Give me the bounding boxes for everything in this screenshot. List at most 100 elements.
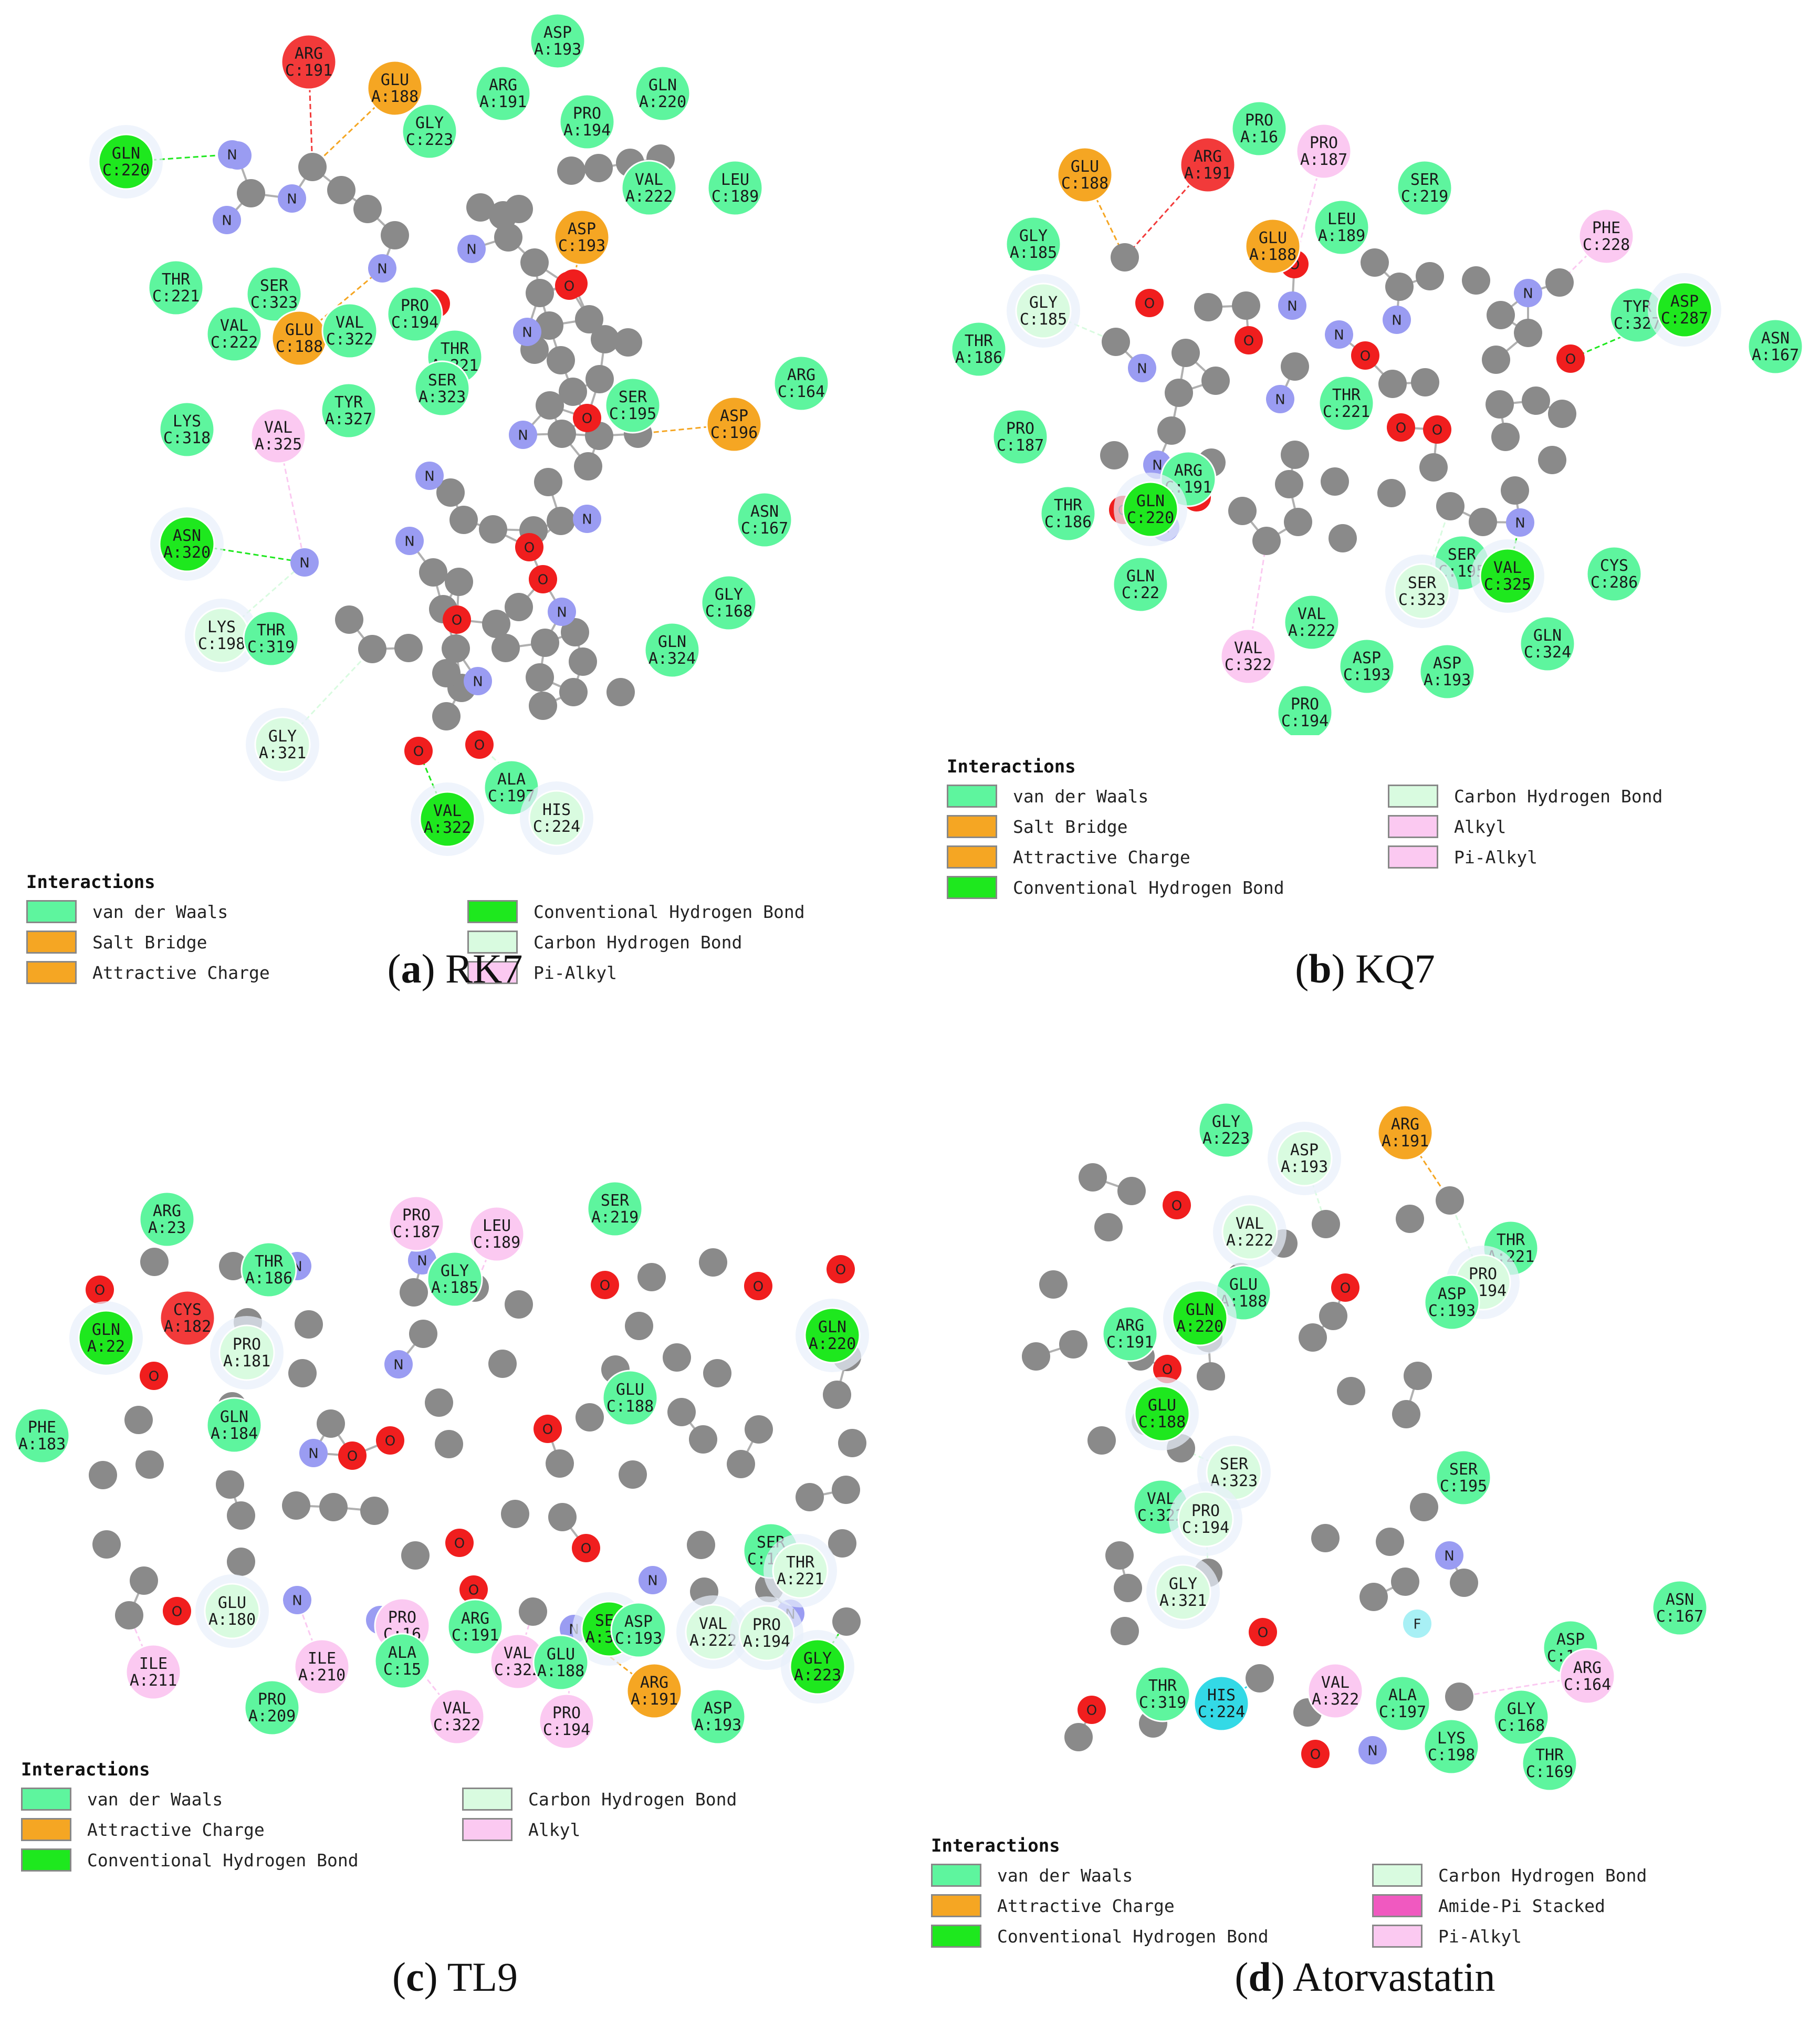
residue-circle [626,1663,683,1719]
oxygen-atom: O [86,1276,114,1304]
carbon-atom [561,618,589,646]
residue-id: A:23 [148,1219,186,1237]
residue-name: GLN [1186,1301,1214,1319]
legend-item: Pi-Alkyl [1372,1925,1740,1948]
residue-name: HIS [1207,1686,1236,1705]
carbon-atom [689,1425,717,1454]
atom-label: O [1162,1362,1173,1378]
carbon-atom [488,1350,517,1378]
legend-swatch [467,931,518,954]
legend-grid: van der Waals Carbon Hydrogen Bond Attract… [21,1788,830,1872]
carbon-atom [559,378,587,406]
residue-name: CYS [1600,557,1628,575]
atom-label: N [424,469,434,485]
residue-name: GLN [1126,567,1155,586]
residue-circle [1338,638,1395,695]
residue-id: A:193 [534,40,581,59]
residue-circle [206,1397,263,1454]
oxygen-atom: O [744,1272,772,1300]
carbon-atom [1359,1583,1388,1611]
atom-label: O [1258,1625,1268,1641]
residue-id: A:189 [1318,227,1365,245]
residue-id: A:182 [164,1318,211,1336]
residue-id: A:322 [424,819,471,837]
panel-kq7: NNNNNNNNNOOOOOOOOOPROA:16ARGA:191PROA:18… [910,0,1820,1014]
carbon-atom [1094,1213,1123,1241]
carbon-atom [1299,1323,1327,1352]
carbon-atom [1165,379,1193,407]
carbon-atom [1232,291,1260,320]
residue-name: LEU [1327,210,1356,228]
legend-title: Interactions [21,1759,150,1780]
carbon-atom [1411,368,1439,396]
carbon-atom [828,1529,856,1558]
residue-name: ARG [295,45,323,63]
residue-circle [559,93,615,150]
residue-id: A:22 [87,1338,125,1356]
atom-label: O [468,1583,479,1598]
carbon-atom [1482,346,1510,374]
residue-name: GLU [218,1594,246,1612]
carbon-atom [409,1320,437,1348]
residue-id: C:194 [1281,712,1329,730]
residue-circle [1134,1385,1190,1442]
residue-circle [78,1310,134,1366]
residue-name: GLU [381,71,409,89]
carbon-atom [1087,1426,1116,1455]
carbon-atom [536,391,564,420]
carbon-atom [1157,416,1186,445]
atom-label: N [308,1446,318,1462]
nitrogen-atom: N [1506,508,1534,537]
legend-swatch [931,1864,981,1887]
residue-circle [246,266,302,322]
residue-circle [532,1634,589,1691]
residue-circle [414,360,470,417]
residue-circle [367,60,423,117]
carbon-atom [219,1252,247,1280]
legend-swatch [1388,815,1438,838]
atom-label: O [1432,423,1442,438]
residue-circle [244,1679,300,1736]
oxygen-atom: O [1235,326,1263,354]
residue-id: C:189 [712,187,759,206]
carbon-atom [237,179,265,207]
oxygen-atom: O [827,1255,855,1283]
residue-id: A:223 [794,1666,841,1685]
atom-label: O [454,1536,465,1552]
residue-id: A:193 [694,1716,741,1735]
residue-id: C:191 [452,1626,499,1645]
oxygen-atom: O [1423,415,1451,444]
carbon-atom [745,1415,773,1444]
legend-grid: van der Waals Conventional Hydrogen Bond S… [26,900,835,984]
panel-tl9: NNNNNNNNNNOOOOOOOOOOOOARGA:23PROC:187LEU… [0,1014,910,2027]
residue-circle [1419,643,1476,700]
atom-label: O [95,1283,105,1299]
residue-circle [1221,1204,1278,1260]
carbon-atom [479,515,507,544]
residue-id: A:327 [325,410,372,429]
residue-name: ARG [1174,462,1202,480]
residue-id: C:193 [1428,1302,1476,1320]
residue-name: GLN [1533,626,1562,645]
residue-name: ASP [704,1699,732,1718]
residue-circle [428,1688,485,1745]
residue-id: C:164 [1564,1676,1611,1694]
